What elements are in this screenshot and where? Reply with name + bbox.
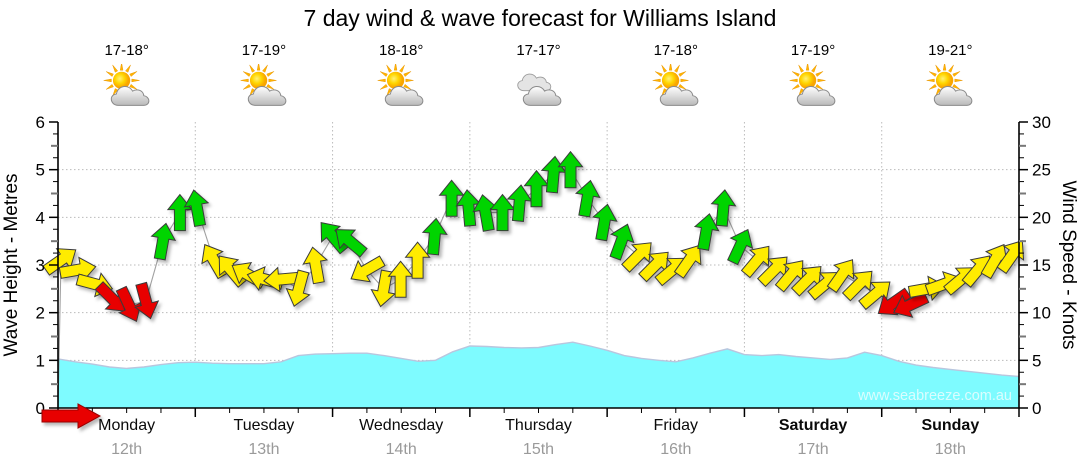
left-tick-label: 6 — [36, 113, 45, 132]
chart-title: 7 day wind & wave forecast for Williams … — [303, 5, 777, 31]
day-temperature-range: 17-19° — [241, 42, 287, 59]
wind-arrow — [841, 270, 873, 302]
right-tick-label: 25 — [1032, 161, 1051, 180]
wave-height-area — [57, 341, 1020, 408]
left-axis-label: Wave Height - Metres — [1, 173, 22, 356]
left-tick-label: 4 — [36, 208, 45, 227]
wind-arrow — [370, 269, 397, 308]
wind-arrow — [285, 269, 311, 307]
wind-arrow — [893, 291, 930, 318]
wind-arrow — [335, 229, 368, 258]
wind-arrow — [387, 260, 414, 298]
day-name-label: Tuesday — [233, 417, 295, 434]
wind-arrow — [438, 179, 465, 217]
day-date-label: 15th — [522, 441, 555, 458]
now-arrow — [41, 403, 102, 429]
right-tick-label: 20 — [1032, 208, 1051, 227]
wave-area — [58, 342, 1019, 408]
weather-icon-cloudy — [513, 64, 565, 112]
wind-arrow — [183, 189, 210, 228]
weather-icon-partly-cloudy — [101, 62, 153, 112]
right-tick-label: 0 — [1032, 399, 1041, 418]
day-name-label: Saturday — [778, 417, 848, 434]
day-temperature-range: 17-17° — [516, 42, 561, 59]
right-tick-label: 10 — [1032, 304, 1051, 323]
day-name-label: Wednesday — [359, 417, 444, 434]
day-date-label: 17th — [797, 441, 829, 458]
wind-arrow — [404, 241, 431, 279]
left-tick-label: 5 — [36, 161, 45, 180]
wind-arrow — [506, 184, 533, 222]
wind-arrow — [996, 240, 1025, 275]
watermark: www.seabreeze.com.au — [857, 388, 1012, 404]
weather-icon-partly-cloudy — [238, 62, 290, 112]
wind-arrow-series — [42, 150, 1025, 409]
wind-arrow — [591, 203, 618, 242]
wind-arrow — [693, 213, 720, 251]
right-tick-label: 30 — [1032, 113, 1051, 132]
wind-arrow — [421, 217, 448, 256]
wind-arrow — [710, 189, 737, 227]
day-temperature-range: 17-18° — [104, 42, 149, 59]
left-tick-label: 3 — [36, 256, 45, 275]
weather-icon-partly-cloudy — [650, 62, 702, 112]
right-axis-label: Wind Speed - Knots — [1058, 181, 1079, 350]
wind-arrow — [673, 244, 702, 279]
wind-arrow — [727, 228, 754, 266]
wind-arrow — [115, 285, 142, 323]
wind-arrow — [150, 222, 177, 261]
day-date-label: 18th — [934, 441, 966, 458]
day-date-label: 16th — [660, 441, 692, 458]
wind-arrow — [557, 150, 584, 189]
day-date-label: 13th — [248, 441, 280, 458]
day-date-label: 12th — [111, 441, 143, 458]
day-name-label: Sunday — [921, 417, 980, 434]
wind-arrow — [302, 246, 329, 285]
day-name-label: Monday — [98, 417, 156, 434]
day-name-label: Thursday — [505, 417, 572, 434]
axes: 0 01 52 103 154 205 256 30 — [36, 113, 1051, 418]
weather-icon-partly-cloudy — [924, 62, 976, 112]
wind-arrow — [740, 245, 770, 279]
wind-arrow — [574, 179, 601, 218]
right-tick-label: 5 — [1032, 351, 1041, 370]
left-tick-label: 0 — [36, 399, 45, 418]
wind-arrow — [609, 223, 635, 261]
day-temperature-range: 17-19° — [790, 42, 836, 59]
wind-arrow — [523, 169, 550, 208]
day-date-label: 14th — [385, 441, 417, 458]
current-time-arrow — [41, 403, 102, 429]
wind-arrow — [826, 259, 855, 294]
weather-icon-partly-cloudy — [787, 62, 839, 112]
day-temperature-range: 18-18° — [379, 42, 424, 59]
left-tick-label: 1 — [36, 351, 45, 370]
wind-arrow — [133, 281, 160, 320]
day-temperature-range: 19-21° — [928, 42, 973, 59]
right-tick-label: 15 — [1032, 256, 1051, 275]
day-name-label: Friday — [653, 417, 698, 434]
left-tick-label: 2 — [36, 304, 45, 323]
wind-arrow — [621, 242, 652, 273]
wave-area-edge — [57, 341, 1020, 378]
wind-arrow — [350, 255, 386, 283]
weather-icon-partly-cloudy — [375, 62, 427, 112]
day-temperature-range: 17-18° — [653, 42, 698, 59]
